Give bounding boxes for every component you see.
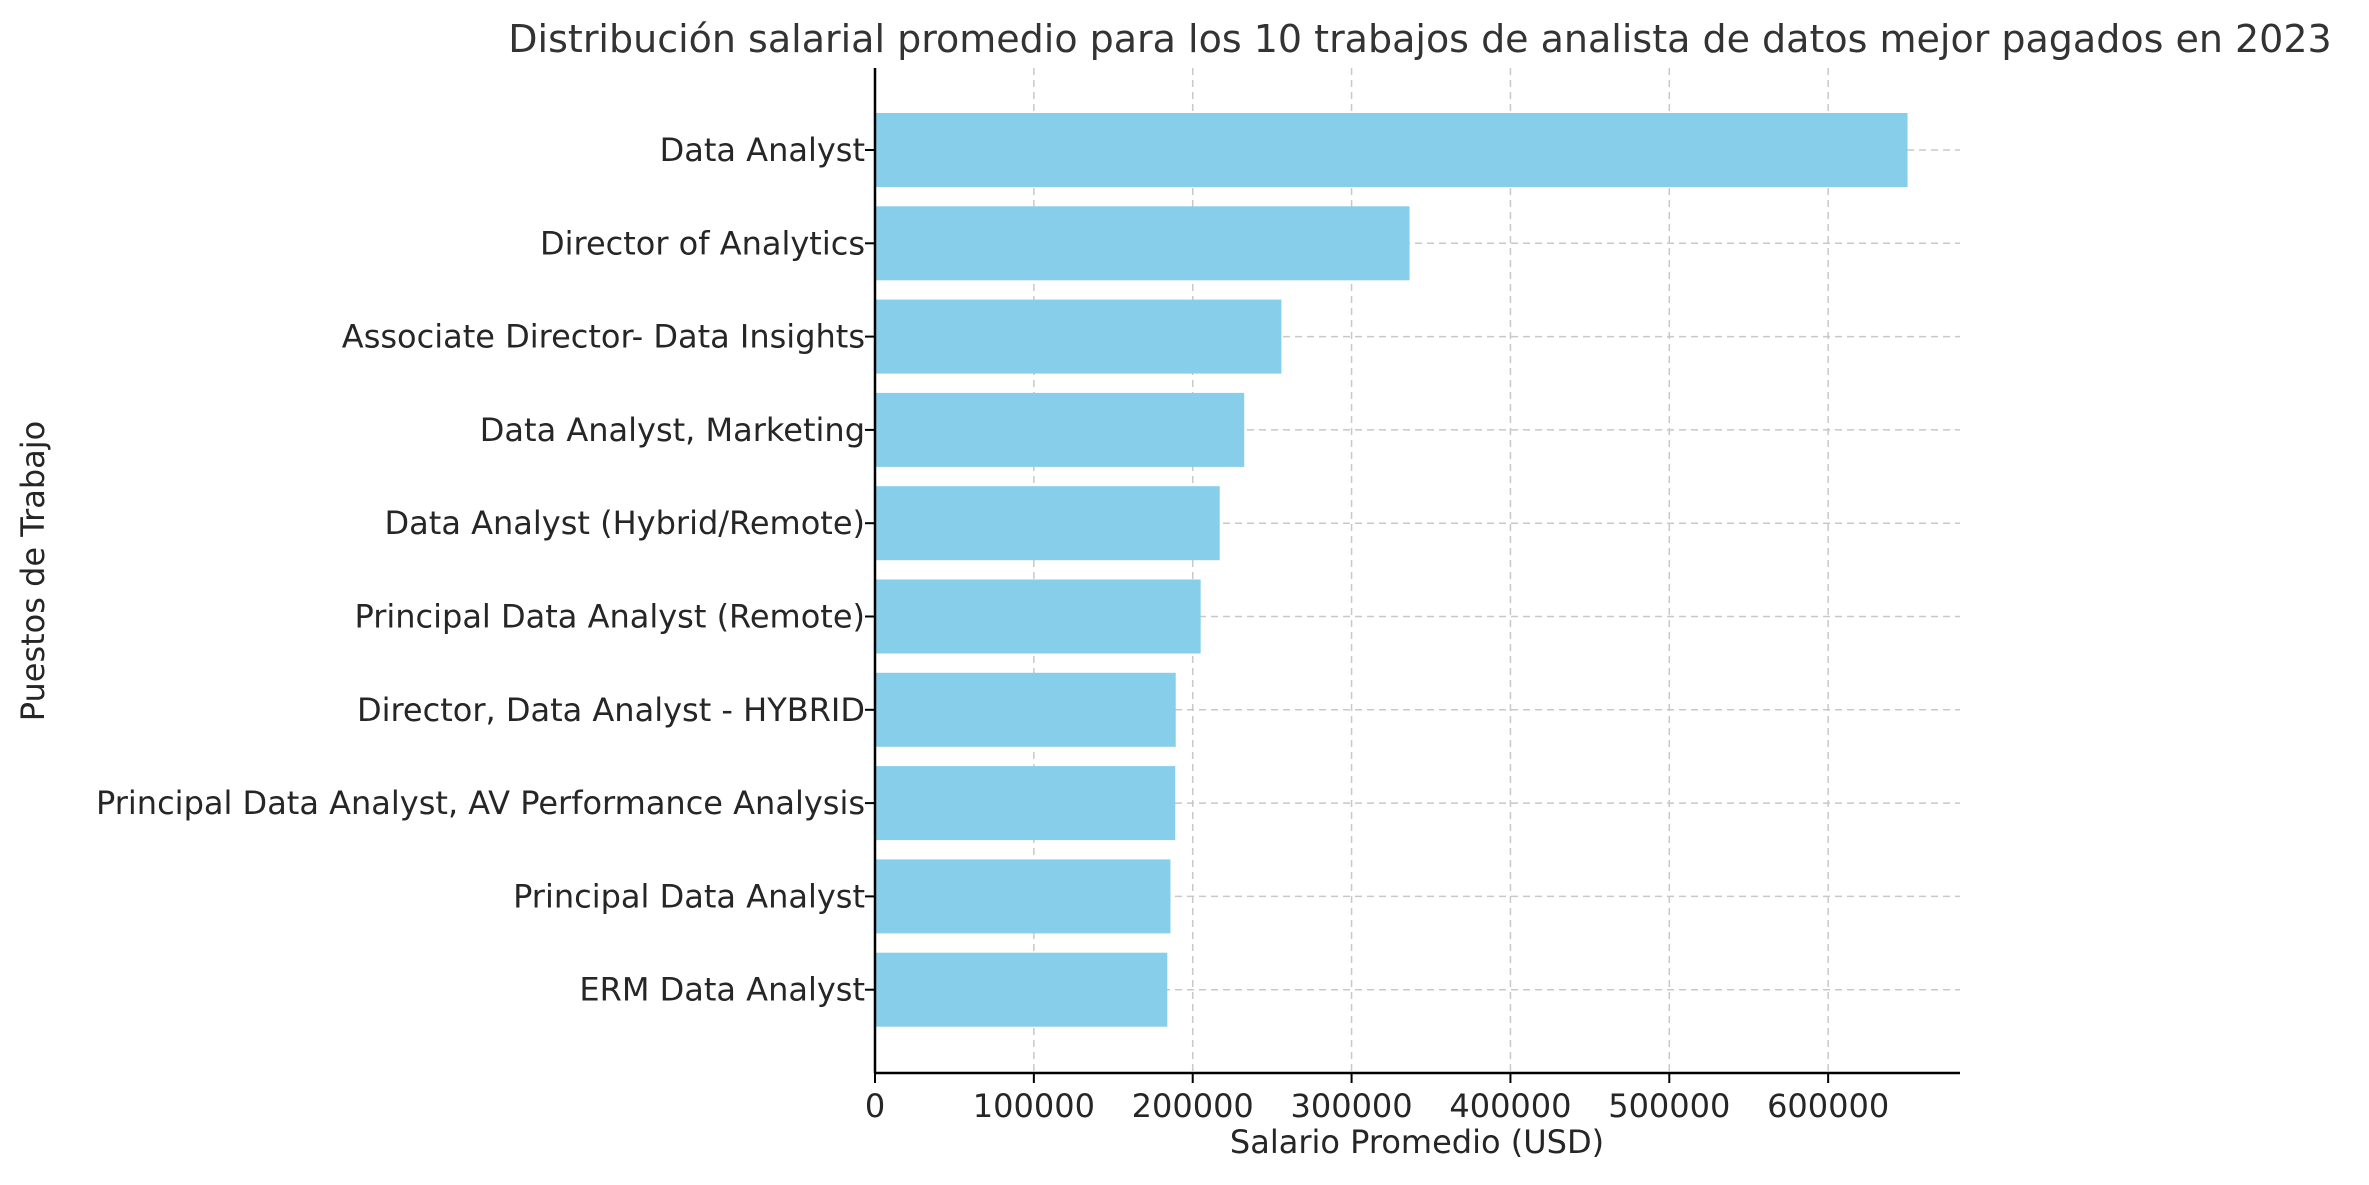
x-tick-label: 500000 xyxy=(1608,1087,1730,1125)
x-tick-label: 300000 xyxy=(1290,1087,1412,1125)
category-label: Data Analyst (Hybrid/Remote) xyxy=(385,504,865,542)
x-axis-label: Salario Promedio (USD) xyxy=(1230,1123,1604,1161)
y-axis-label: Puestos de Trabajo xyxy=(14,421,52,722)
chart-title: Distribución salarial promedio para los … xyxy=(508,17,2331,61)
bar xyxy=(875,206,1410,281)
x-tick-label: 400000 xyxy=(1449,1087,1571,1125)
category-labels: Data Analyst Director of Analytics Associa… xyxy=(96,131,875,1009)
bar xyxy=(875,113,1908,187)
bar xyxy=(875,859,1171,934)
category-label: ERM Data Analyst xyxy=(579,971,865,1009)
category-label: Director, Data Analyst - HYBRID xyxy=(357,691,865,729)
category-label: Principal Data Analyst, AV Performance A… xyxy=(96,784,865,822)
bar xyxy=(875,392,1245,467)
x-tick-label: 100000 xyxy=(973,1087,1095,1125)
x-tick-label: 600000 xyxy=(1767,1087,1889,1125)
bar xyxy=(875,486,1220,561)
category-label: Principal Data Analyst xyxy=(513,877,865,915)
x-tick-label: 0 xyxy=(865,1087,885,1125)
bar xyxy=(875,952,1168,1027)
bar xyxy=(875,672,1176,747)
category-label: Director of Analytics xyxy=(540,224,865,262)
x-tick-label: 200000 xyxy=(1132,1087,1254,1125)
category-label: Principal Data Analyst (Remote) xyxy=(354,598,865,636)
category-label: Data Analyst xyxy=(660,131,865,169)
bars xyxy=(875,113,1908,1027)
bar xyxy=(875,579,1201,654)
bar xyxy=(875,299,1282,374)
category-label: Associate Director- Data Insights xyxy=(342,318,865,356)
x-ticks: 0 100000 200000 300000 400000 500000 600000 xyxy=(865,1073,1889,1125)
category-label: Data Analyst, Marketing xyxy=(480,411,865,449)
bar xyxy=(875,766,1176,841)
